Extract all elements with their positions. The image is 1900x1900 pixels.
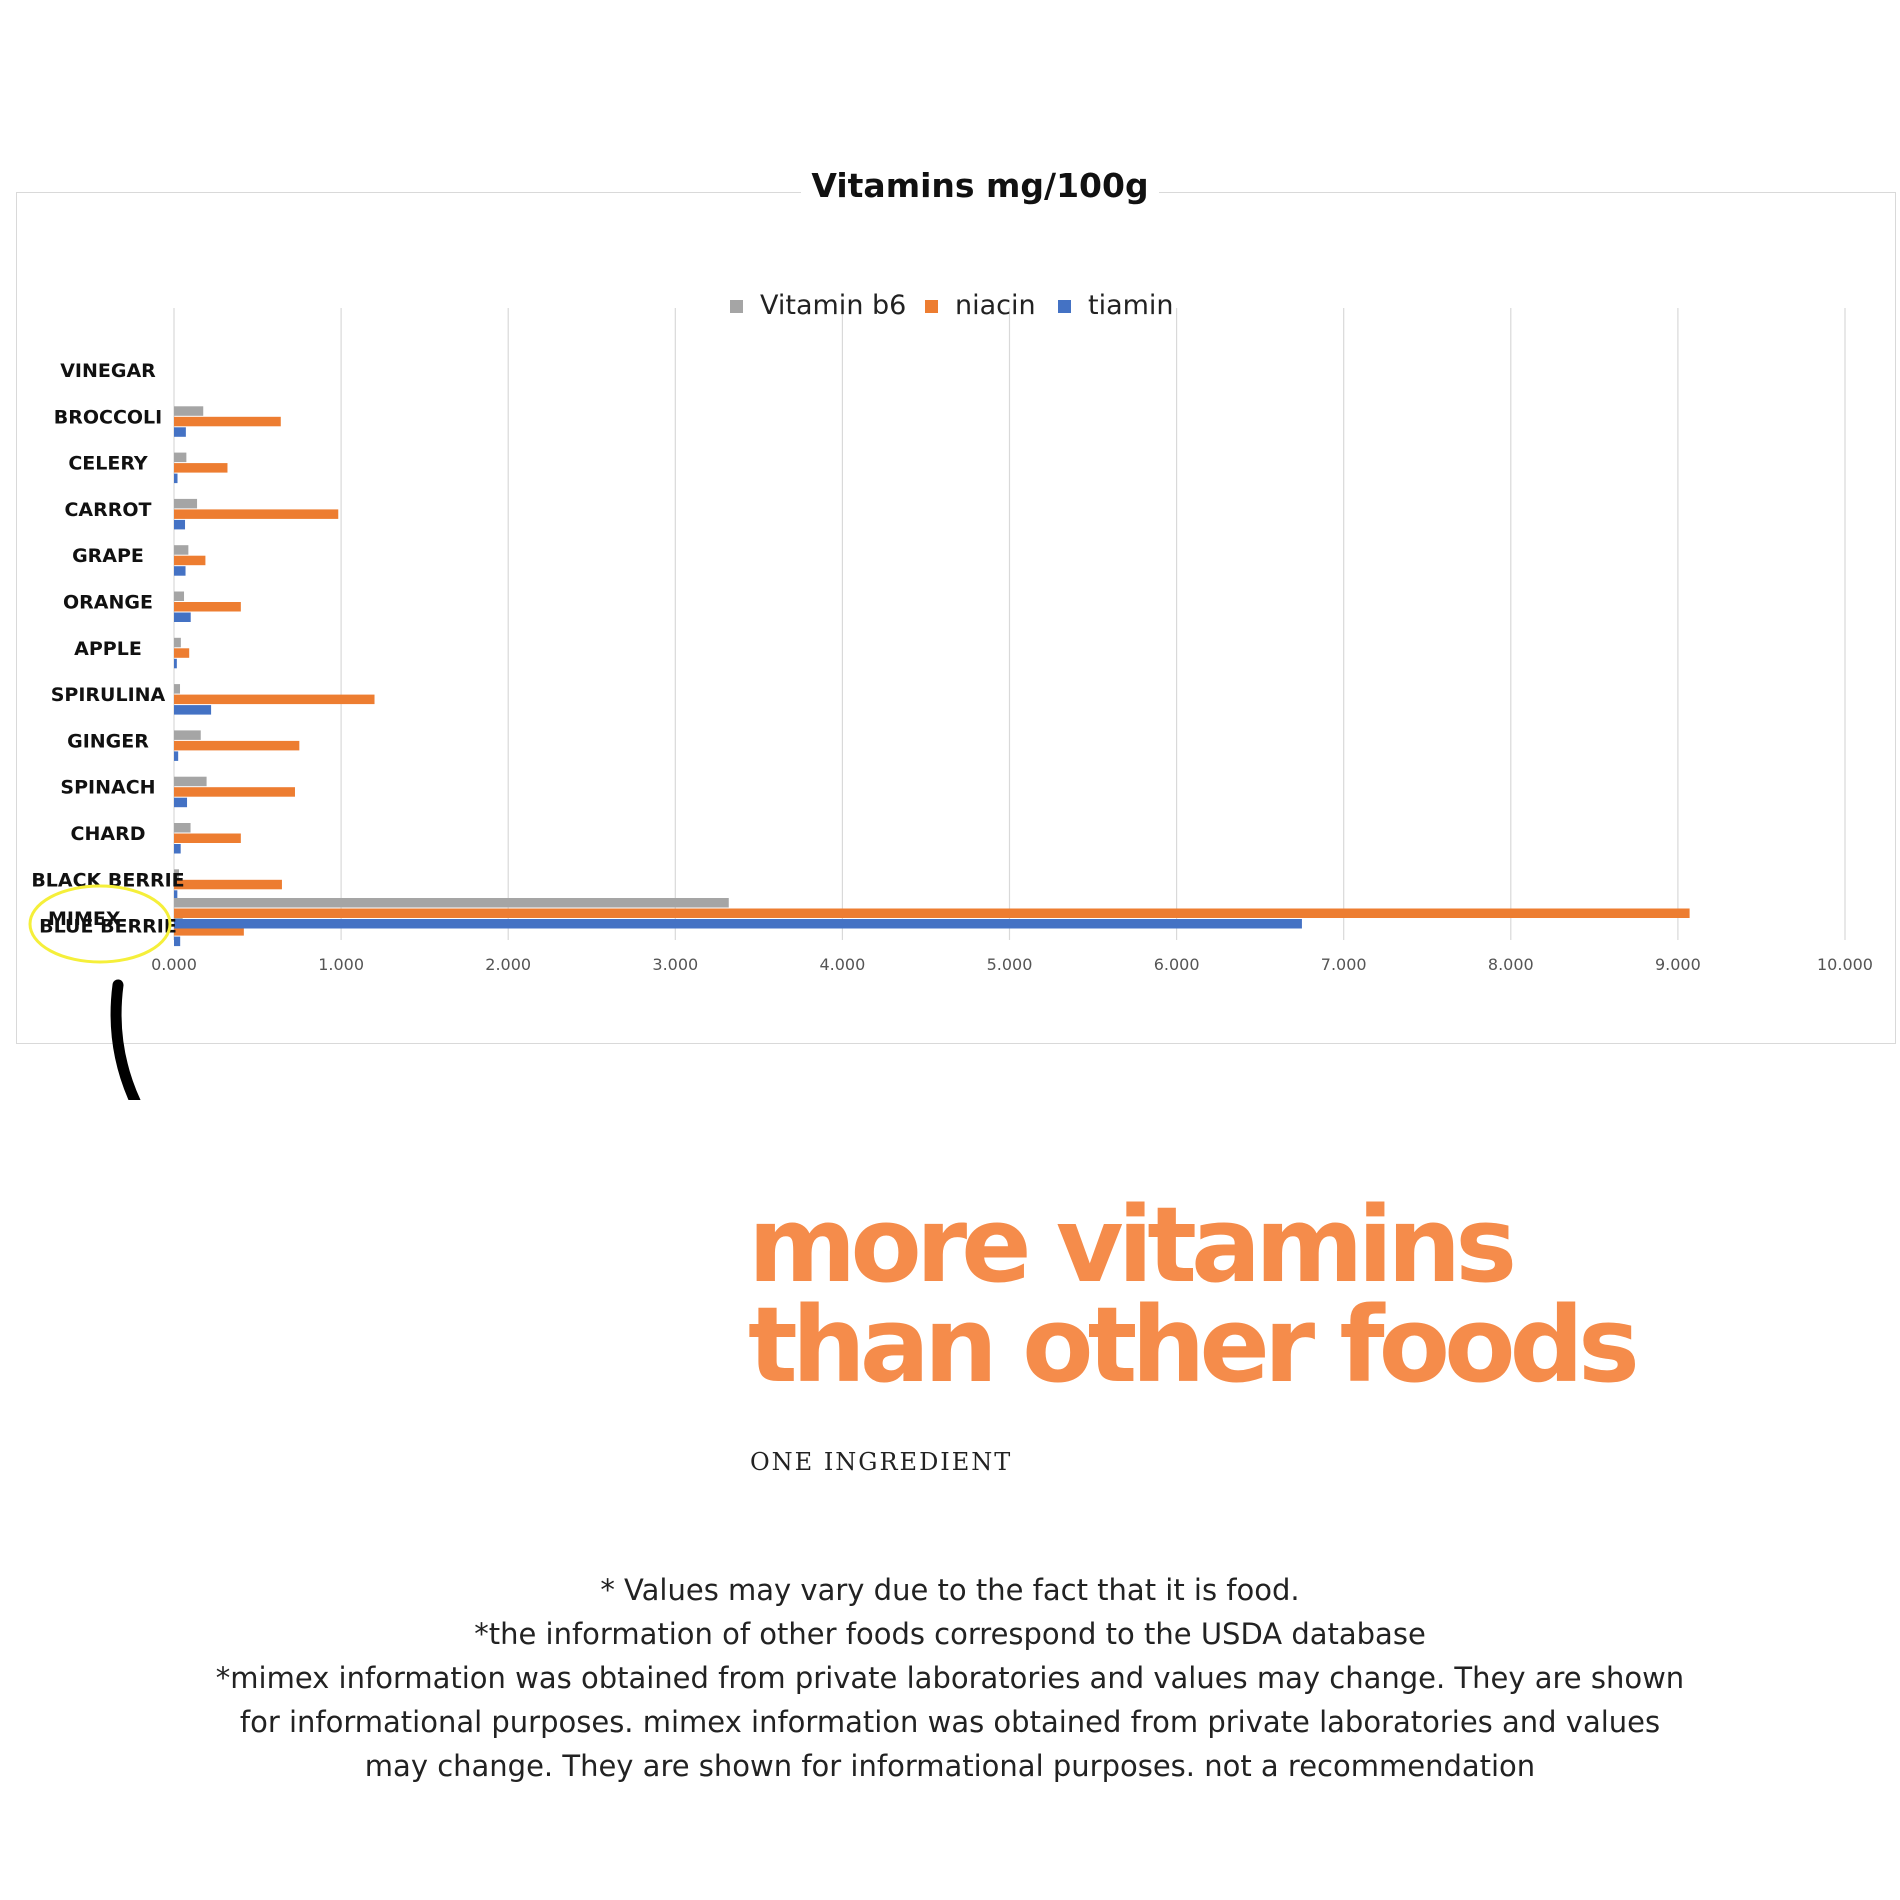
x-tick-label: 8.000 — [1488, 955, 1534, 974]
category-label: SPIRULINA — [51, 684, 166, 706]
bar-vitamin-b6 — [174, 684, 181, 694]
bar-niacin — [174, 926, 244, 936]
bar-tiamin — [174, 890, 178, 900]
legend-swatch — [1058, 300, 1071, 313]
x-tick-label: 7.000 — [1321, 955, 1367, 974]
category-label: APPLE — [74, 638, 142, 660]
bar-tiamin — [174, 473, 178, 484]
footnote-line: *the information of other foods correspo… — [474, 1617, 1426, 1651]
bar-niacin — [174, 908, 1690, 918]
chart-legend: Vitamin b6 niacin tiamin — [730, 290, 1174, 321]
x-tick-label: 9.000 — [1655, 955, 1701, 974]
category-label: SPINACH — [60, 777, 155, 799]
x-tick-label: 0.000 — [151, 955, 197, 974]
bar-niacin — [174, 602, 241, 612]
bar-tiamin — [174, 658, 177, 669]
footnote-line: may change. They are shown for informati… — [364, 1749, 1536, 1783]
bar-tiamin — [174, 844, 181, 854]
x-tick-label: 4.000 — [819, 955, 865, 974]
bar-tiamin — [174, 427, 186, 437]
x-tick-label: 3.000 — [652, 955, 698, 974]
bar-tiamin — [174, 519, 186, 530]
x-tick-label: 1.000 — [318, 955, 364, 974]
bar-niacin — [174, 509, 339, 519]
bar-niacin — [174, 879, 282, 890]
grid-lines — [173, 308, 1846, 940]
category-label: BLUE BERRIE — [39, 916, 177, 938]
legend-swatch — [730, 300, 743, 313]
bar-niacin — [174, 648, 190, 658]
x-tick-label: 2.000 — [485, 955, 531, 974]
category-label: ORANGE — [63, 592, 153, 614]
bar-niacin — [174, 555, 206, 566]
footnote-line: *mimex information was obtained from pri… — [215, 1661, 1685, 1695]
bar-vitamin-b6 — [174, 545, 189, 555]
bars — [174, 406, 1690, 947]
category-label: CARROT — [64, 499, 151, 521]
x-tick-label: 10.000 — [1817, 955, 1873, 974]
bar-vitamin-b6 — [174, 637, 181, 648]
bar-vitamin-b6 — [174, 823, 191, 833]
bar-vitamin-b6 — [174, 730, 201, 740]
bar-tiamin — [174, 566, 186, 576]
bar-vitamin-b6 — [174, 869, 180, 879]
x-tick-label: 6.000 — [1154, 955, 1200, 974]
footnote-line: for informational purposes. mimex inform… — [239, 1705, 1661, 1739]
bar-vitamin-b6 — [174, 452, 187, 463]
category-label: CHARD — [71, 823, 146, 845]
bar-tiamin — [174, 705, 212, 715]
category-label: GRAPE — [72, 545, 144, 567]
legend-label: niacin — [955, 290, 1036, 321]
bar-tiamin — [174, 612, 191, 622]
bar-niacin — [174, 463, 228, 473]
bar-tiamin — [174, 936, 181, 947]
bar-vitamin-b6 — [174, 591, 185, 601]
bar-vitamin-b6 — [174, 776, 207, 787]
x-tick-label: 5.000 — [987, 955, 1033, 974]
bar-vitamin-b6 — [174, 898, 729, 908]
category-label: CELERY — [68, 453, 148, 475]
bar-tiamin — [174, 919, 1302, 929]
vitamins-chart: VINEGAR BROCCOLI CELERY CARROT GRAPE ORANGE AP… — [28, 290, 1873, 1100]
subheading: ONE INGREDIENT — [750, 1448, 1013, 1476]
category-label: BLACK BERRIE — [31, 869, 184, 891]
bar-niacin — [174, 694, 375, 705]
category-label: MIMEX — [48, 908, 121, 930]
legend-label: tiamin — [1088, 290, 1174, 321]
legend-label: Vitamin b6 — [760, 290, 906, 321]
headline: more vitamins than other foods — [748, 1184, 1640, 1406]
curved-arrow-icon — [110, 979, 141, 1100]
mimex-highlight-ring — [28, 884, 172, 964]
footnotes: * Values may vary due to the fact that i… — [170, 1568, 1730, 1788]
x-tick-labels: 0.000 1.000 2.000 3.000 4.000 5.000 6.000 7.000… — [151, 955, 1873, 974]
bar-vitamin-b6 — [174, 406, 204, 416]
bar-tiamin — [174, 797, 188, 808]
category-label: VINEGAR — [60, 360, 156, 382]
bar-niacin — [174, 740, 300, 751]
bar-niacin — [174, 416, 281, 427]
footnote-line: * Values may vary due to the fact that i… — [600, 1573, 1300, 1607]
headline-line-2: than other foods — [748, 1284, 1640, 1406]
category-labels: VINEGAR BROCCOLI CELERY CARROT GRAPE ORANGE AP… — [31, 360, 184, 938]
bar-vitamin-b6 — [174, 498, 198, 509]
category-label: GINGER — [67, 730, 149, 752]
headline-line-1: more vitamins — [748, 1184, 1517, 1306]
chart-title: Vitamins mg/100g — [801, 166, 1159, 205]
bar-niacin — [174, 787, 295, 797]
bar-tiamin — [174, 751, 179, 761]
bar-niacin — [174, 833, 241, 843]
category-label: BROCCOLI — [54, 406, 162, 428]
legend-swatch — [925, 300, 938, 313]
